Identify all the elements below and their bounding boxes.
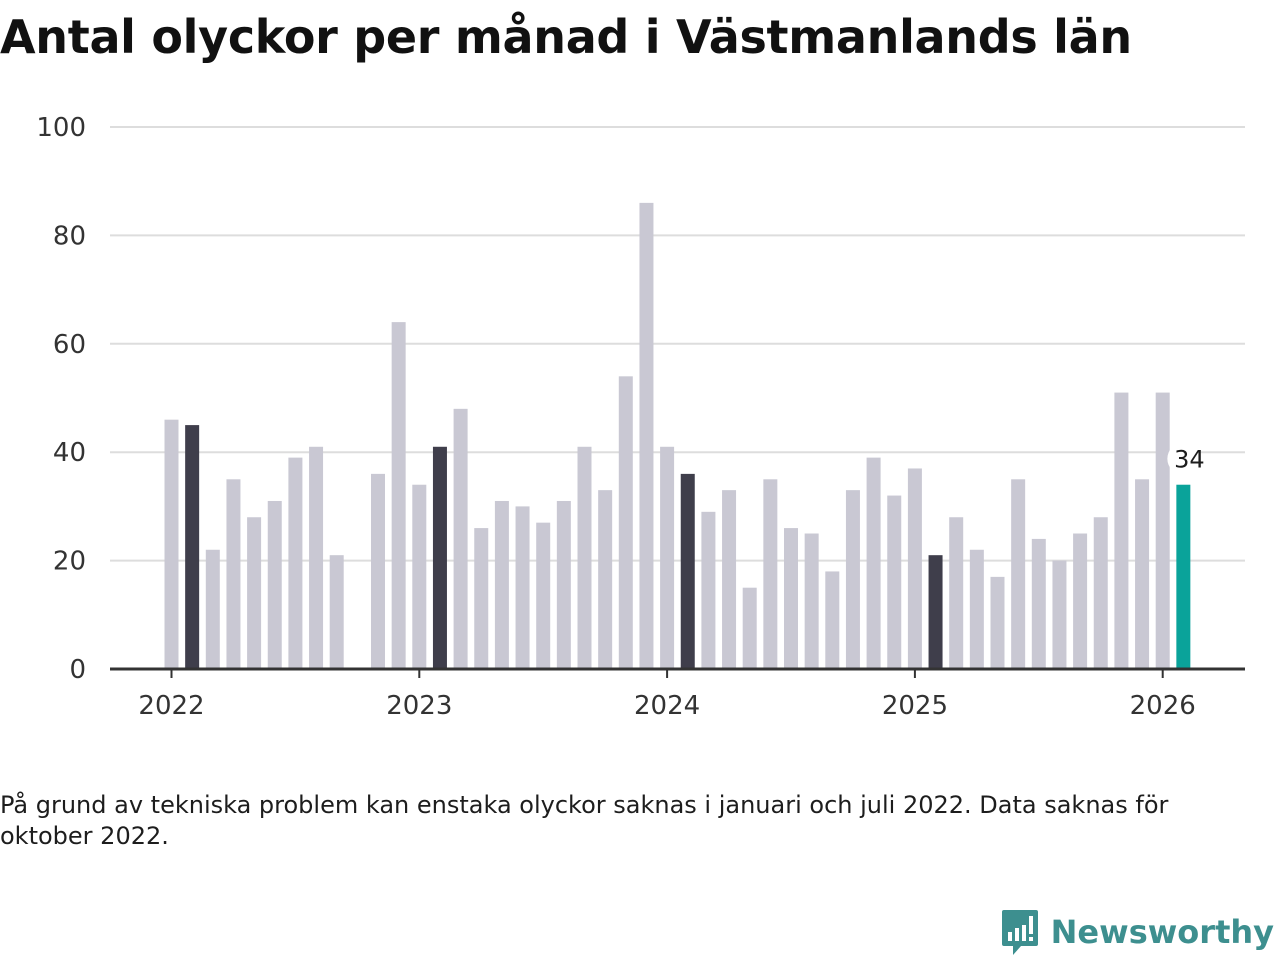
bar-2024-12 [887, 495, 902, 669]
bar-2023-05 [494, 500, 509, 669]
chart-title: Antal olyckor per månad i Västmanlands l… [0, 10, 1132, 64]
y-tick-label: 40 [53, 438, 86, 468]
bar-2025-03 [949, 517, 964, 669]
bar-2024-04 [722, 490, 737, 669]
y-tick-label: 0 [69, 655, 86, 685]
bar-2025-10 [1093, 517, 1108, 669]
bars [164, 202, 1191, 669]
bar-2025-04 [969, 549, 984, 669]
bar-2024-10 [845, 490, 860, 669]
bar-chart: 0 20 40 60 80 100 2022 2023 2024 2025 2026 34 [36, 113, 1245, 721]
bar-2022-01 [164, 419, 179, 669]
y-tick-label: 80 [53, 221, 86, 251]
bar-2025-09 [1073, 533, 1088, 669]
bar-2023-06 [515, 506, 530, 669]
y-tick-label: 60 [53, 330, 86, 360]
bar-2022-08 [309, 446, 324, 669]
bar-2022-09 [329, 555, 344, 669]
brand-logo: Newsworthy [1001, 908, 1274, 956]
bar-2022-05 [247, 517, 262, 669]
newsworthy-icon [1001, 910, 1038, 955]
bar-2023-12 [639, 202, 654, 669]
bar-2025-08 [1052, 560, 1067, 669]
bar-2025-07 [1031, 538, 1046, 669]
bar-2023-08 [556, 500, 571, 669]
footnote: På grund av tekniska problem kan enstaka… [0, 791, 1169, 850]
bar-2023-07 [536, 522, 551, 669]
data-labels: 34 [1167, 442, 1205, 475]
bar-2022-07 [288, 457, 303, 669]
bar-2022-04 [226, 479, 241, 669]
bar-2024-02 [680, 473, 695, 669]
bar-2024-01 [660, 446, 675, 669]
bar-2026-01 [1155, 392, 1170, 669]
bar-2022-06 [267, 500, 282, 669]
bar-2024-05 [742, 587, 757, 669]
x-axis-ticks: 2022 2023 2024 2025 2026 [138, 669, 1196, 721]
bar-2024-03 [701, 511, 716, 669]
x-tick-label: 2023 [386, 691, 452, 721]
bar-2025-05 [990, 576, 1005, 669]
latest-value-label: 34 [1174, 446, 1205, 474]
bar-2025-01 [907, 468, 922, 669]
bar-2023-04 [474, 528, 489, 669]
bar-2023-01 [412, 484, 427, 669]
bar-2023-09 [577, 446, 592, 669]
y-tick-label: 20 [53, 547, 86, 577]
x-tick-label: 2022 [138, 691, 204, 721]
x-tick-label: 2024 [634, 691, 700, 721]
bar-2026-02 [1176, 484, 1191, 669]
bar-2025-02 [928, 555, 943, 669]
y-axis-ticks: 0 20 40 60 80 100 [36, 113, 86, 685]
bar-2022-03 [205, 549, 220, 669]
bar-2024-07 [784, 528, 798, 669]
bar-2024-08 [804, 533, 819, 669]
bar-2022-12 [391, 322, 406, 669]
bar-2025-11 [1114, 392, 1129, 669]
bar-2023-03 [453, 408, 468, 669]
bar-2025-06 [1011, 479, 1026, 669]
brand-name: Newsworthy [1050, 913, 1274, 951]
bar-2023-10 [598, 490, 613, 669]
bar-2022-11 [371, 473, 385, 669]
x-tick-label: 2025 [882, 691, 948, 721]
bar-2024-11 [866, 457, 881, 669]
data-label-background [1167, 442, 1200, 475]
gridlines [110, 126, 1245, 562]
bar-2023-11 [618, 376, 633, 669]
x-tick-label: 2026 [1130, 691, 1196, 721]
bar-2024-06 [763, 479, 778, 669]
bar-2023-02 [432, 446, 447, 669]
bar-2024-09 [825, 571, 840, 669]
y-tick-label: 100 [36, 113, 86, 143]
bar-2022-02 [185, 425, 200, 669]
bar-2025-12 [1135, 479, 1150, 669]
